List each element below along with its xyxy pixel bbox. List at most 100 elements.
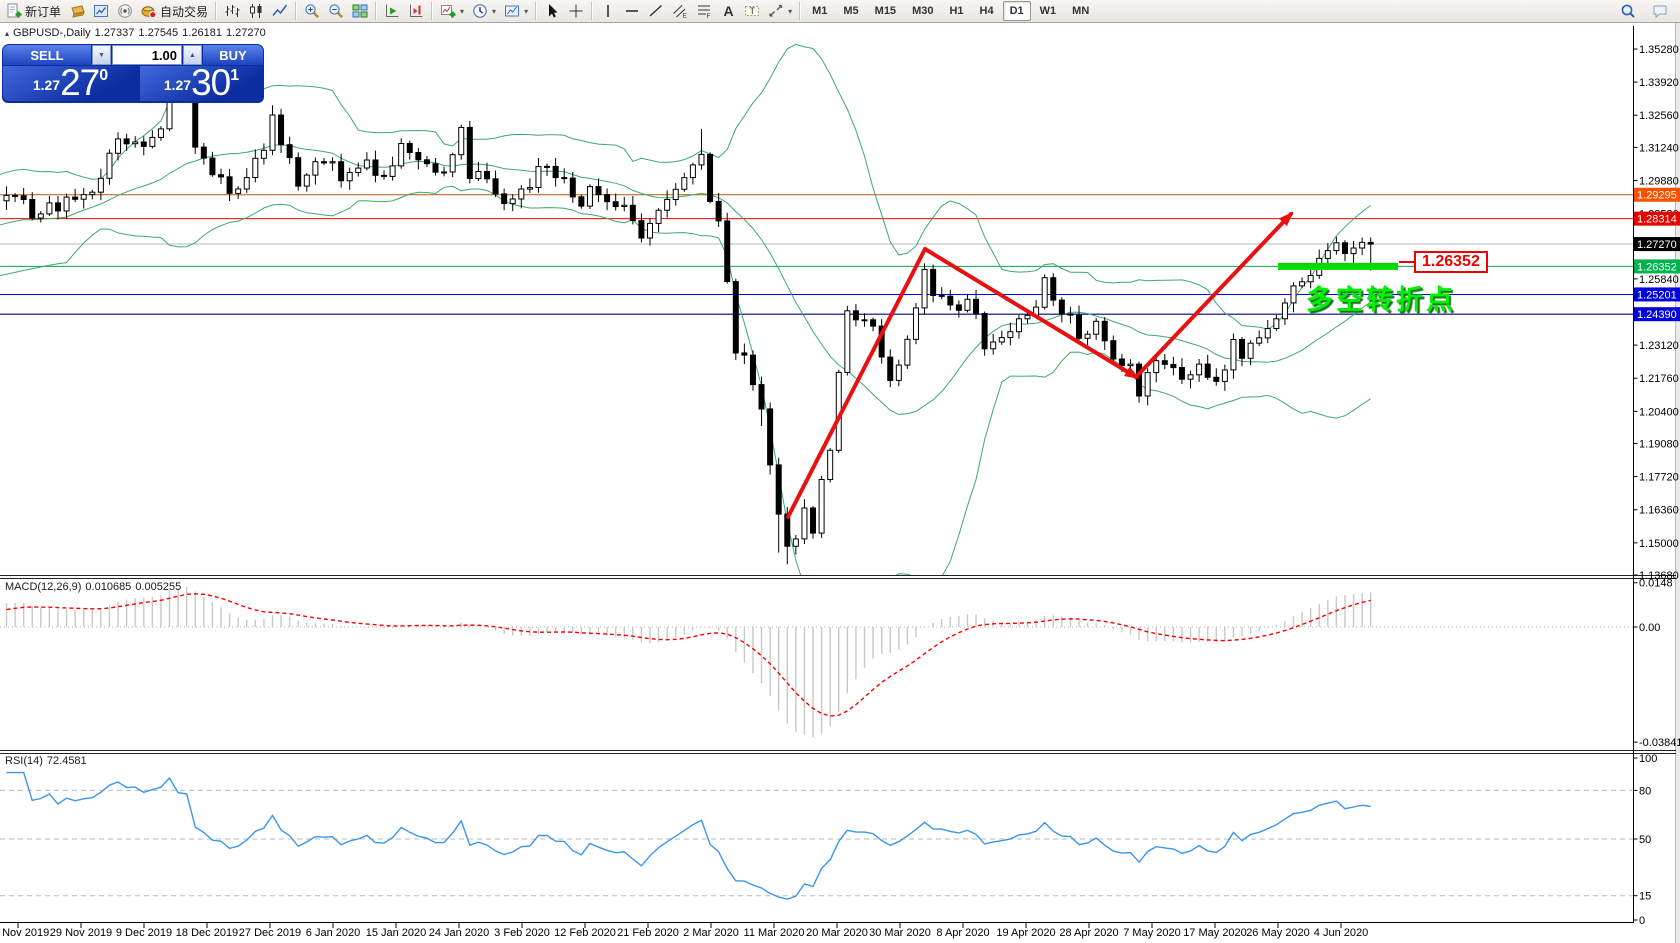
- date-tick-label: 6 Jan 2020: [306, 927, 360, 939]
- bull-candle: [844, 310, 851, 373]
- bollinger-bands[interactable]: [0, 43, 1371, 638]
- price-tick-label: 1.33920: [1639, 77, 1679, 89]
- zoom-out-button[interactable]: [324, 0, 348, 22]
- sell-price[interactable]: 1.27 27 0: [3, 62, 138, 103]
- chat-button[interactable]: [1648, 0, 1672, 22]
- dropdown-arrow-icon[interactable]: ▾: [788, 6, 793, 16]
- periods-button[interactable]: ▾: [468, 0, 500, 22]
- timeframe-button-h4[interactable]: H4: [979, 5, 994, 17]
- macd-tick-label: -0.038415: [1639, 737, 1680, 749]
- candles-layer[interactable]: [3, 60, 1374, 565]
- bear-candle: [218, 174, 224, 178]
- vertical-line-button[interactable]: [596, 0, 620, 22]
- timeframe-button-w1[interactable]: W1: [1039, 5, 1057, 17]
- date-tick-label: 19 Apr 2020: [996, 927, 1055, 939]
- bull-candle: [827, 449, 834, 480]
- search-button[interactable]: [1616, 0, 1640, 22]
- cursor-button[interactable]: [540, 0, 564, 22]
- text-button[interactable]: A: [716, 0, 740, 22]
- svg-text:T: T: [750, 6, 756, 16]
- volume-increase-button[interactable]: ▲: [183, 45, 202, 65]
- signal-button[interactable]: [113, 0, 137, 22]
- timeframe-button-mn[interactable]: MN: [1072, 5, 1090, 17]
- chart-window-button[interactable]: [89, 0, 113, 22]
- buy-price-whole: 1.27: [163, 77, 192, 93]
- buy-button[interactable]: BUY: [203, 45, 263, 65]
- shapes-button[interactable]: ▾: [764, 0, 796, 22]
- bar-chart-button[interactable]: [220, 0, 244, 22]
- channel-button[interactable]: E: [668, 0, 692, 22]
- bear-candle: [981, 313, 988, 350]
- horizontal-line-icon: [626, 10, 639, 12]
- bull-candle: [346, 172, 353, 182]
- macd-indicator-label: MACD(12,26,9) 0.010685 0.005255: [5, 581, 185, 593]
- rsi-indicator-label: RSI(14) 72.4581: [5, 755, 91, 767]
- crosshair-button[interactable]: [564, 0, 588, 22]
- bull-candle: [990, 341, 997, 350]
- bull-candle: [861, 319, 868, 322]
- bear-candle: [1170, 363, 1177, 369]
- timeframe-button-m5[interactable]: M5: [843, 5, 859, 17]
- support-zone-bar[interactable]: [1278, 262, 1398, 270]
- date-tick-label: 26 May 2020: [1246, 927, 1310, 939]
- line-chart-icon: [272, 4, 288, 16]
- macd-value-signal: 0.005255: [135, 581, 182, 593]
- timeframe-button-m30[interactable]: M30: [912, 5, 934, 17]
- trend-arrowhead[interactable]: [1124, 366, 1143, 384]
- rsi-tick-label: 50: [1639, 834, 1651, 846]
- new-order-button[interactable]: 新订单: [2, 0, 65, 22]
- price-badge-label: 1.25201: [1637, 289, 1677, 301]
- bear-candle: [1341, 242, 1348, 255]
- market-watch-icon: [71, 5, 85, 18]
- support-price-label[interactable]: 1.26352: [1399, 251, 1488, 273]
- line-chart-button[interactable]: [268, 0, 292, 22]
- bear-candle: [483, 171, 490, 180]
- bull-candle: [1221, 369, 1228, 382]
- turning-point-annotation[interactable]: 多空转折点: [1306, 285, 1456, 315]
- dropdown-arrow-icon[interactable]: ▾: [492, 6, 497, 16]
- trendline-button[interactable]: [644, 0, 668, 22]
- sell-button[interactable]: SELL: [3, 45, 91, 65]
- autotrading-button[interactable]: 自动交易: [137, 0, 212, 22]
- tile-windows-button[interactable]: [348, 0, 372, 22]
- indicators-button[interactable]: ▾: [436, 0, 468, 22]
- dropdown-arrow-icon[interactable]: ▾: [460, 6, 465, 16]
- bull-candle: [97, 177, 104, 193]
- price-axis[interactable]: 1.352801.339201.325601.312401.298801.285…: [1633, 44, 1680, 927]
- volume-input[interactable]: [112, 45, 182, 65]
- templates-button[interactable]: ▾: [500, 0, 532, 22]
- bear-candle: [278, 114, 285, 146]
- trend-arrowhead[interactable]: [1279, 208, 1297, 227]
- price-tick-label: 1.13680: [1639, 570, 1679, 582]
- sell-price-pips: 27: [60, 62, 100, 103]
- volume-decrease-button[interactable]: ▼: [92, 45, 111, 65]
- bear-candle: [638, 220, 645, 239]
- fibonacci-button[interactable]: F: [692, 0, 716, 22]
- bull-candle: [1015, 318, 1022, 333]
- candlestick-button[interactable]: [244, 0, 268, 22]
- bear-candle: [578, 196, 585, 207]
- trend-zigzag-line[interactable]: [786, 212, 1293, 519]
- price-tick-label: 1.15000: [1639, 538, 1679, 550]
- chart-shift-button[interactable]: [404, 0, 428, 22]
- buy-price[interactable]: 1.27 30 1: [140, 64, 263, 101]
- toolbar-separator: [295, 2, 298, 20]
- dropdown-arrow-icon[interactable]: ▾: [524, 6, 529, 16]
- text-label-button[interactable]: T: [740, 0, 764, 22]
- window-right-edge: [1675, 23, 1680, 943]
- auto-scroll-button[interactable]: [380, 0, 404, 22]
- price-badge-1.28314: [1634, 211, 1680, 226]
- timeframe-button-m15[interactable]: M15: [874, 5, 897, 17]
- horizontal-level-lines[interactable]: [0, 194, 1634, 315]
- horizontal-line-button[interactable]: [620, 0, 644, 22]
- bear-candle: [724, 220, 731, 282]
- market-watch-button[interactable]: [65, 0, 89, 22]
- timeframe-button-d1[interactable]: D1: [1002, 1, 1031, 21]
- timeframe-button-m1[interactable]: M1: [812, 5, 828, 17]
- zoom-in-button[interactable]: [300, 0, 324, 22]
- bull-candle: [3, 194, 10, 202]
- bull-candle: [1144, 372, 1151, 397]
- timeframe-button-h1[interactable]: H1: [949, 5, 964, 17]
